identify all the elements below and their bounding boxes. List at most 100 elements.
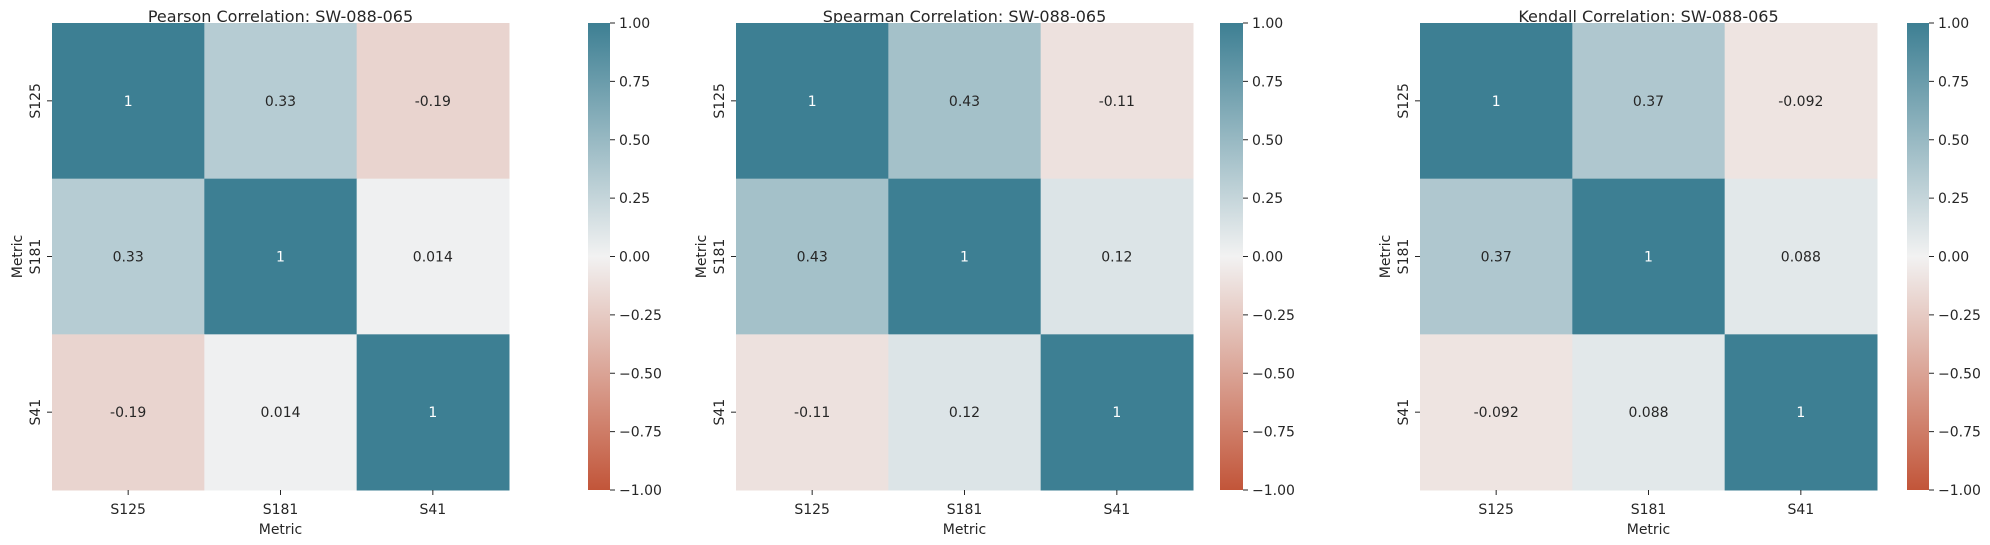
cell-label: -0.19	[415, 94, 451, 110]
colorbar-tick-label: −1.00	[619, 483, 662, 499]
cell-label: 0.43	[797, 250, 828, 266]
heatmap-cell	[1572, 178, 1726, 335]
cell-label: 1	[1492, 94, 1501, 110]
heatmap-cell	[1420, 178, 1573, 335]
colorbar-gradient	[1220, 23, 1243, 490]
cell-label: 0.014	[260, 405, 300, 421]
cell-label: 0.12	[949, 405, 980, 421]
chart-title: Pearson Correlation: SW-088-065	[148, 7, 413, 26]
colorbar-gradient	[588, 23, 610, 490]
cell-label: 1	[1796, 405, 1805, 421]
y-tick-label: S125	[28, 83, 44, 119]
cell-label: -0.11	[1099, 94, 1135, 110]
heatmap-cell	[356, 23, 510, 180]
colorbar-tick-label: −0.50	[1938, 366, 1981, 382]
heatmap-cell	[736, 23, 889, 180]
heatmap-cell	[888, 334, 1042, 491]
x-tick-label: S41	[1103, 502, 1130, 518]
colorbar-tick-label: −0.75	[1938, 425, 1981, 441]
x-tick-label: S181	[947, 502, 983, 518]
heatmap-panel-3: Kendall Correlation: SW-088-065 1 0.37 -0.0…	[1378, 7, 1981, 538]
heatmap-cell	[204, 23, 358, 180]
cell-label: 0.37	[1633, 94, 1664, 110]
y-axis-label: Metric	[1378, 235, 1394, 279]
y-tick-label: S125	[1396, 83, 1412, 119]
heatmap-cell	[1040, 23, 1194, 180]
colorbar-tick-label: 0.00	[619, 250, 650, 266]
x-tick-label: S125	[794, 502, 830, 518]
x-tick-label: S41	[1787, 502, 1814, 518]
cell-label: 0.33	[265, 94, 296, 110]
x-tick-label: S125	[110, 502, 146, 518]
y-tick-label: S125	[712, 83, 728, 119]
x-tick-label: S41	[419, 502, 446, 518]
cell-label: 0.088	[1628, 405, 1668, 421]
colorbar-gradient	[1907, 23, 1929, 490]
heatmap-cell	[204, 334, 358, 491]
colorbar-tick-label: 0.50	[619, 133, 650, 149]
heatmap-cell	[888, 23, 1042, 180]
colorbar-tick-label: 0.75	[619, 74, 650, 90]
colorbar-tick-label: −1.00	[1252, 483, 1295, 499]
heatmap-panel-2: Spearman Correlation: SW-088-065 1 0.43 -0.…	[694, 7, 1295, 538]
heatmap-panel-1: Pearson Correlation: SW-088-065 1 0.33 -0.1…	[10, 7, 662, 538]
y-tick-label: S41	[28, 399, 44, 426]
x-axis-label: Metric	[943, 522, 987, 538]
colorbar-tick-label: −0.25	[1938, 308, 1981, 324]
cell-label: 0.43	[949, 94, 980, 110]
colorbar-tick-label: 1.00	[619, 16, 650, 32]
heatmap-cell	[736, 178, 889, 335]
heatmap-cell	[1040, 334, 1194, 491]
y-tick-label: S181	[28, 239, 44, 275]
heatmap-cell	[1420, 334, 1573, 491]
colorbar-tick-label: 0.50	[1938, 133, 1969, 149]
cell-label: 0.014	[413, 250, 453, 266]
cell-label: 1	[276, 250, 285, 266]
cell-label: 1	[1644, 250, 1653, 266]
x-tick-label: S181	[263, 502, 299, 518]
heatmap-cell	[204, 178, 358, 335]
y-tick-label: S41	[1396, 399, 1412, 426]
colorbar-tick-label: 0.25	[1252, 191, 1283, 207]
x-tick-label: S181	[1631, 502, 1667, 518]
colorbar-tick-label: 0.25	[619, 191, 650, 207]
x-tick-label: S125	[1478, 502, 1514, 518]
colorbar-tick-label: 0.00	[1252, 250, 1283, 266]
colorbar-tick-label: −0.25	[619, 308, 662, 324]
colorbar-tick-label: 0.25	[1938, 191, 1969, 207]
chart-title: Kendall Correlation: SW-088-065	[1518, 7, 1778, 26]
heatmap-cell	[356, 334, 510, 491]
heatmap-cell	[888, 178, 1042, 335]
colorbar-tick-label: −0.75	[619, 425, 662, 441]
cell-label: -0.092	[1778, 94, 1823, 110]
heatmap-cell	[52, 334, 205, 491]
heatmap-cell	[52, 178, 205, 335]
colorbar-tick-label: −0.50	[619, 366, 662, 382]
y-axis-label: Metric	[10, 235, 26, 279]
heatmap-cell	[1040, 178, 1194, 335]
heatmap-cell	[1724, 23, 1878, 180]
y-axis-label: Metric	[694, 235, 710, 279]
colorbar-tick-label: 0.75	[1938, 74, 1969, 90]
heatmap-cell	[356, 178, 510, 335]
cell-label: 0.33	[113, 250, 144, 266]
colorbar-tick-label: 0.00	[1938, 250, 1969, 266]
colorbar-tick-label: 1.00	[1938, 16, 1969, 32]
heatmap-cell	[1724, 178, 1878, 335]
cell-label: 1	[428, 405, 437, 421]
colorbar-tick-label: −0.50	[1252, 366, 1295, 382]
chart-title: Spearman Correlation: SW-088-065	[823, 7, 1107, 26]
colorbar: 1.00 0.75 0.50 0.25 0.00 −0.25 −0.50 −0.75 −1.00	[1907, 16, 1981, 499]
colorbar-tick-label: −1.00	[1938, 483, 1981, 499]
y-tick-label: S181	[1396, 239, 1412, 275]
x-axis-label: Metric	[259, 522, 303, 538]
heatmap-cell	[1724, 334, 1878, 491]
heatmap-cell	[736, 334, 889, 491]
heatmap-cell	[1572, 334, 1726, 491]
cell-label: -0.19	[110, 405, 146, 421]
cell-label: 0.12	[1101, 250, 1132, 266]
cell-label: 1	[1112, 405, 1121, 421]
colorbar-tick-label: 0.50	[1252, 133, 1283, 149]
cell-label: 0.37	[1481, 250, 1512, 266]
